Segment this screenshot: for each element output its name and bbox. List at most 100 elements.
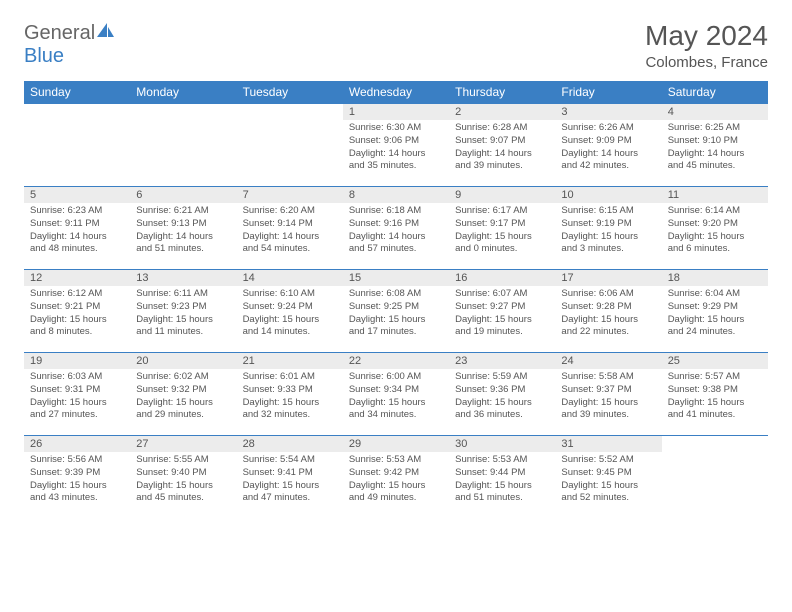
calendar-week-row: 12Sunrise: 6:12 AMSunset: 9:21 PMDayligh… [24, 270, 768, 353]
calendar-cell: 1Sunrise: 6:30 AMSunset: 9:06 PMDaylight… [343, 104, 449, 187]
sunrise-line: Sunrise: 5:57 AM [668, 371, 762, 384]
daylight-line: Daylight: 15 hours and 6 minutes. [668, 231, 762, 257]
day-number: 3 [555, 104, 661, 120]
sunset-line: Sunset: 9:24 PM [243, 301, 337, 314]
calendar-cell: 15Sunrise: 6:08 AMSunset: 9:25 PMDayligh… [343, 270, 449, 353]
day-number: 7 [237, 187, 343, 203]
calendar-cell: 20Sunrise: 6:02 AMSunset: 9:32 PMDayligh… [130, 353, 236, 436]
sunset-line: Sunset: 9:33 PM [243, 384, 337, 397]
day-number: 14 [237, 270, 343, 286]
day-number: 28 [237, 436, 343, 452]
day-number: 10 [555, 187, 661, 203]
sunrise-line: Sunrise: 6:03 AM [30, 371, 124, 384]
sunset-line: Sunset: 9:06 PM [349, 135, 443, 148]
day-details: Sunrise: 6:25 AMSunset: 9:10 PMDaylight:… [662, 120, 768, 177]
day-details: Sunrise: 5:57 AMSunset: 9:38 PMDaylight:… [662, 369, 768, 426]
sunrise-line: Sunrise: 6:28 AM [455, 122, 549, 135]
day-number: 21 [237, 353, 343, 369]
day-number: 15 [343, 270, 449, 286]
sunset-line: Sunset: 9:23 PM [136, 301, 230, 314]
brand-part1: General [24, 22, 95, 44]
calendar-cell: 29Sunrise: 5:53 AMSunset: 9:42 PMDayligh… [343, 436, 449, 519]
daylight-line: Daylight: 14 hours and 51 minutes. [136, 231, 230, 257]
calendar-cell: 14Sunrise: 6:10 AMSunset: 9:24 PMDayligh… [237, 270, 343, 353]
daylight-line: Daylight: 15 hours and 34 minutes. [349, 397, 443, 423]
calendar-cell: 24Sunrise: 5:58 AMSunset: 9:37 PMDayligh… [555, 353, 661, 436]
daylight-line: Daylight: 15 hours and 29 minutes. [136, 397, 230, 423]
sunrise-line: Sunrise: 6:17 AM [455, 205, 549, 218]
day-details: Sunrise: 6:07 AMSunset: 9:27 PMDaylight:… [449, 286, 555, 343]
empty-day [662, 436, 768, 452]
day-number: 23 [449, 353, 555, 369]
day-number: 24 [555, 353, 661, 369]
sunset-line: Sunset: 9:42 PM [349, 467, 443, 480]
day-details: Sunrise: 6:28 AMSunset: 9:07 PMDaylight:… [449, 120, 555, 177]
sunset-line: Sunset: 9:38 PM [668, 384, 762, 397]
calendar-cell: 21Sunrise: 6:01 AMSunset: 9:33 PMDayligh… [237, 353, 343, 436]
day-number: 22 [343, 353, 449, 369]
weekday-header: Tuesday [237, 81, 343, 104]
calendar-cell: 13Sunrise: 6:11 AMSunset: 9:23 PMDayligh… [130, 270, 236, 353]
sunset-line: Sunset: 9:20 PM [668, 218, 762, 231]
title-block: May 2024 Colombes, France [645, 20, 768, 71]
day-number: 25 [662, 353, 768, 369]
sunrise-line: Sunrise: 6:11 AM [136, 288, 230, 301]
day-details: Sunrise: 6:06 AMSunset: 9:28 PMDaylight:… [555, 286, 661, 343]
sunset-line: Sunset: 9:32 PM [136, 384, 230, 397]
calendar-cell: 12Sunrise: 6:12 AMSunset: 9:21 PMDayligh… [24, 270, 130, 353]
daylight-line: Daylight: 15 hours and 52 minutes. [561, 480, 655, 506]
day-number: 20 [130, 353, 236, 369]
weekday-header: Wednesday [343, 81, 449, 104]
sunrise-line: Sunrise: 6:02 AM [136, 371, 230, 384]
weekday-header: Sunday [24, 81, 130, 104]
calendar-cell: 11Sunrise: 6:14 AMSunset: 9:20 PMDayligh… [662, 187, 768, 270]
daylight-line: Daylight: 15 hours and 43 minutes. [30, 480, 124, 506]
daylight-line: Daylight: 15 hours and 45 minutes. [136, 480, 230, 506]
day-number: 9 [449, 187, 555, 203]
sunrise-line: Sunrise: 5:59 AM [455, 371, 549, 384]
day-details: Sunrise: 6:01 AMSunset: 9:33 PMDaylight:… [237, 369, 343, 426]
weekday-header: Thursday [449, 81, 555, 104]
daylight-line: Daylight: 15 hours and 24 minutes. [668, 314, 762, 340]
calendar-cell: 28Sunrise: 5:54 AMSunset: 9:41 PMDayligh… [237, 436, 343, 519]
sunrise-line: Sunrise: 6:08 AM [349, 288, 443, 301]
month-title: May 2024 [645, 20, 768, 52]
day-details: Sunrise: 5:53 AMSunset: 9:44 PMDaylight:… [449, 452, 555, 509]
sunrise-line: Sunrise: 5:56 AM [30, 454, 124, 467]
calendar-cell: 2Sunrise: 6:28 AMSunset: 9:07 PMDaylight… [449, 104, 555, 187]
weekday-header: Monday [130, 81, 236, 104]
calendar-cell: 23Sunrise: 5:59 AMSunset: 9:36 PMDayligh… [449, 353, 555, 436]
day-details: Sunrise: 6:02 AMSunset: 9:32 PMDaylight:… [130, 369, 236, 426]
sunset-line: Sunset: 9:17 PM [455, 218, 549, 231]
day-details: Sunrise: 5:53 AMSunset: 9:42 PMDaylight:… [343, 452, 449, 509]
sunset-line: Sunset: 9:27 PM [455, 301, 549, 314]
sunset-line: Sunset: 9:19 PM [561, 218, 655, 231]
sunrise-line: Sunrise: 6:26 AM [561, 122, 655, 135]
calendar-week-row: 1Sunrise: 6:30 AMSunset: 9:06 PMDaylight… [24, 104, 768, 187]
sunrise-line: Sunrise: 6:23 AM [30, 205, 124, 218]
day-number: 27 [130, 436, 236, 452]
calendar-cell [24, 104, 130, 187]
sunset-line: Sunset: 9:25 PM [349, 301, 443, 314]
day-number: 2 [449, 104, 555, 120]
header: GeneralBlue May 2024 Colombes, France [24, 20, 768, 71]
sunrise-line: Sunrise: 6:00 AM [349, 371, 443, 384]
day-details: Sunrise: 6:17 AMSunset: 9:17 PMDaylight:… [449, 203, 555, 260]
sunset-line: Sunset: 9:10 PM [668, 135, 762, 148]
sunrise-line: Sunrise: 6:01 AM [243, 371, 337, 384]
daylight-line: Daylight: 15 hours and 39 minutes. [561, 397, 655, 423]
sunset-line: Sunset: 9:29 PM [668, 301, 762, 314]
sunset-line: Sunset: 9:39 PM [30, 467, 124, 480]
sunrise-line: Sunrise: 6:07 AM [455, 288, 549, 301]
day-details: Sunrise: 6:23 AMSunset: 9:11 PMDaylight:… [24, 203, 130, 260]
daylight-line: Daylight: 14 hours and 39 minutes. [455, 148, 549, 174]
brand-text: GeneralBlue [24, 22, 115, 68]
day-number: 18 [662, 270, 768, 286]
day-details: Sunrise: 6:00 AMSunset: 9:34 PMDaylight:… [343, 369, 449, 426]
day-number: 4 [662, 104, 768, 120]
day-number: 13 [130, 270, 236, 286]
weekday-header: Friday [555, 81, 661, 104]
daylight-line: Daylight: 15 hours and 3 minutes. [561, 231, 655, 257]
sunrise-line: Sunrise: 5:53 AM [349, 454, 443, 467]
calendar-cell: 16Sunrise: 6:07 AMSunset: 9:27 PMDayligh… [449, 270, 555, 353]
